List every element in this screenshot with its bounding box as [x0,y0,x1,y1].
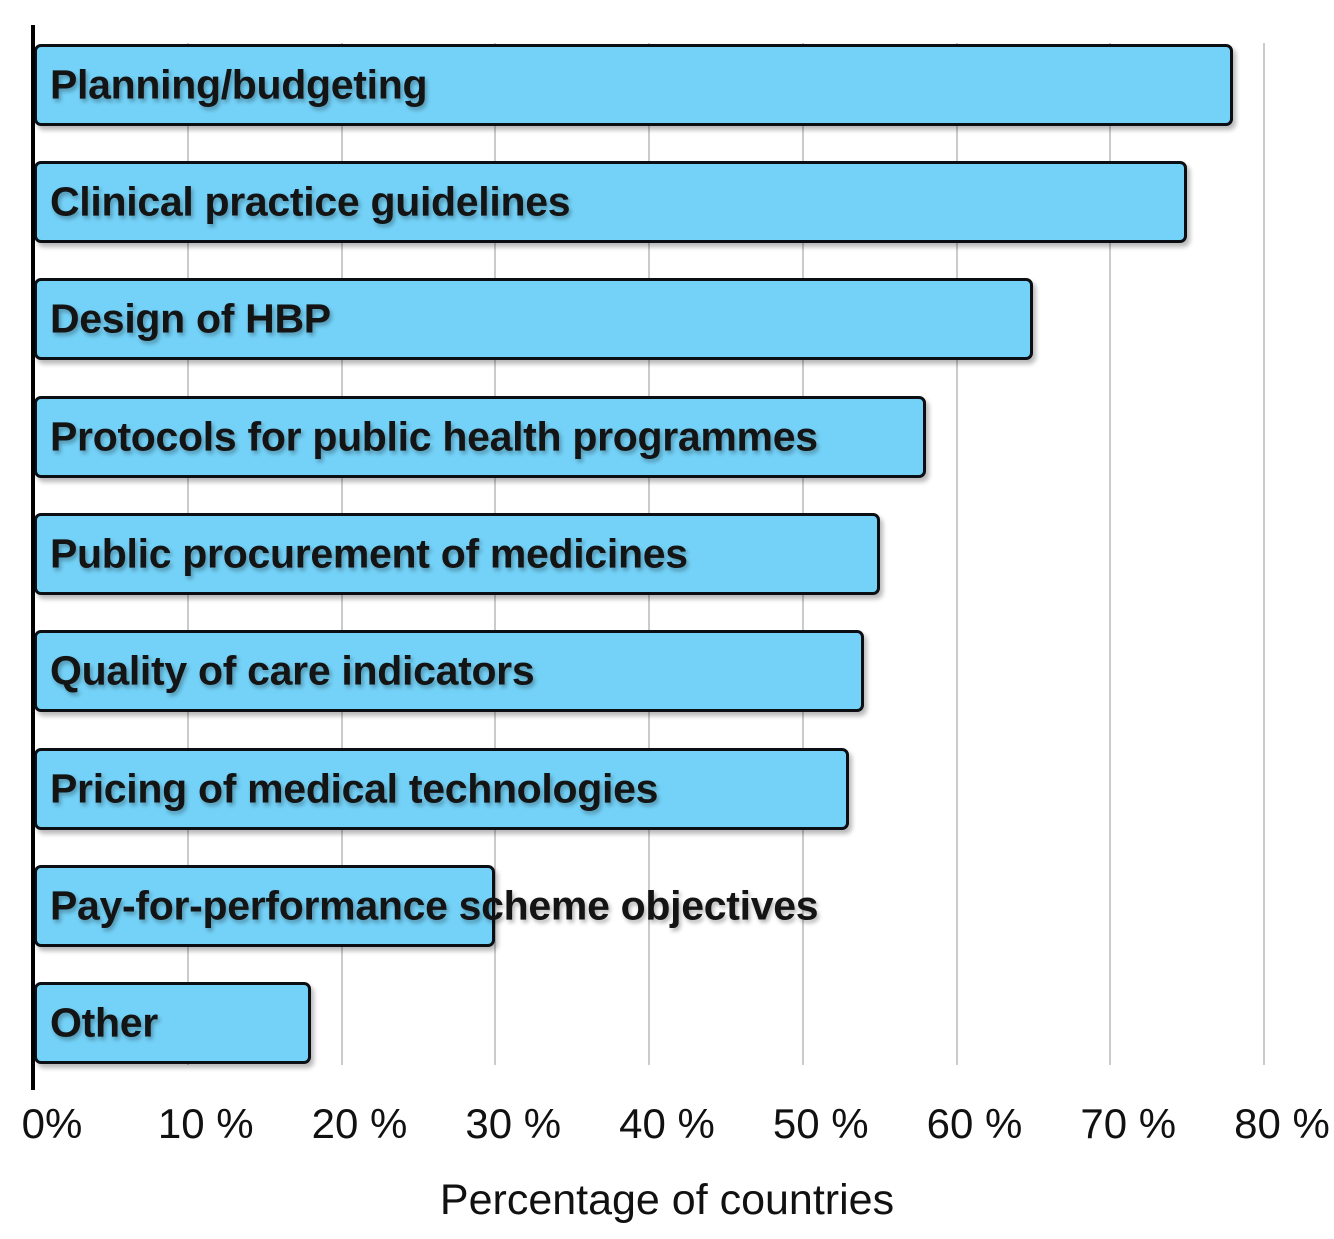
y-axis-line [31,25,35,1090]
x-tick-label: 50 % [772,1100,869,1147]
bar [34,160,1188,243]
gridline-70 [1109,43,1112,1065]
bar-rows-group: Planning/budgeting Clinical practice guid… [34,26,1264,1082]
bar-label: Public procurement of medicines [50,530,688,577]
bar [34,864,496,947]
x-tick-label: 10 % [157,1100,254,1147]
gridline-60 [955,43,958,1065]
x-tick-label: 20 % [311,1100,408,1147]
bar [34,747,849,830]
x-tick-label: 30 % [465,1100,562,1147]
x-tick-label: 70 % [1080,1100,1177,1147]
plot-area: Planning/budgeting Clinical practice guid… [34,26,1265,1082]
bar-label: Other [50,999,158,1046]
bar-label: Clinical practice guidelines [50,178,571,225]
x-tick-label: 40 % [619,1100,715,1147]
bar [34,982,311,1065]
bar-row: Planning/budgeting [34,26,1264,143]
x-tick-label: 60 % [926,1100,1023,1147]
bar [34,43,1234,126]
bar-row: Other [34,965,1264,1082]
bar-row: Pay-for-performance scheme objectives [34,847,1264,964]
bar-row: Protocols for public health programmes [34,378,1264,495]
bar-label: Protocols for public health programmes [50,413,818,460]
x-tick-label: 0% [21,1100,83,1147]
bar-row: Pricing of medical technologies [34,730,1264,847]
bar-label: Planning/budgeting [50,61,428,108]
bar-row: Public procurement of medicines [34,495,1264,612]
bar [34,630,865,713]
bar-label: Pricing of medical technologies [50,765,659,812]
x-axis-title: Percentage of countries [439,1176,895,1224]
bar-label: Quality of care indicators [50,647,535,694]
bar [34,395,926,478]
bar-label: Pay-for-performance scheme objectives [50,882,819,929]
bar-row: Design of HBP [34,261,1264,378]
gridline-80 [1263,43,1265,1065]
bar [34,278,1034,361]
bar-row: Quality of care indicators [34,613,1264,730]
bar-row: Clinical practice guidelines [34,143,1264,260]
bar [34,512,880,595]
x-axis-tick-labels: 0% 10 % 20 % 30 % 40 % 50 % 60 % 70 % 80 % [22,1100,1330,1150]
x-tick-label: 80 % [1234,1100,1330,1147]
bar-label: Design of HBP [50,295,331,342]
